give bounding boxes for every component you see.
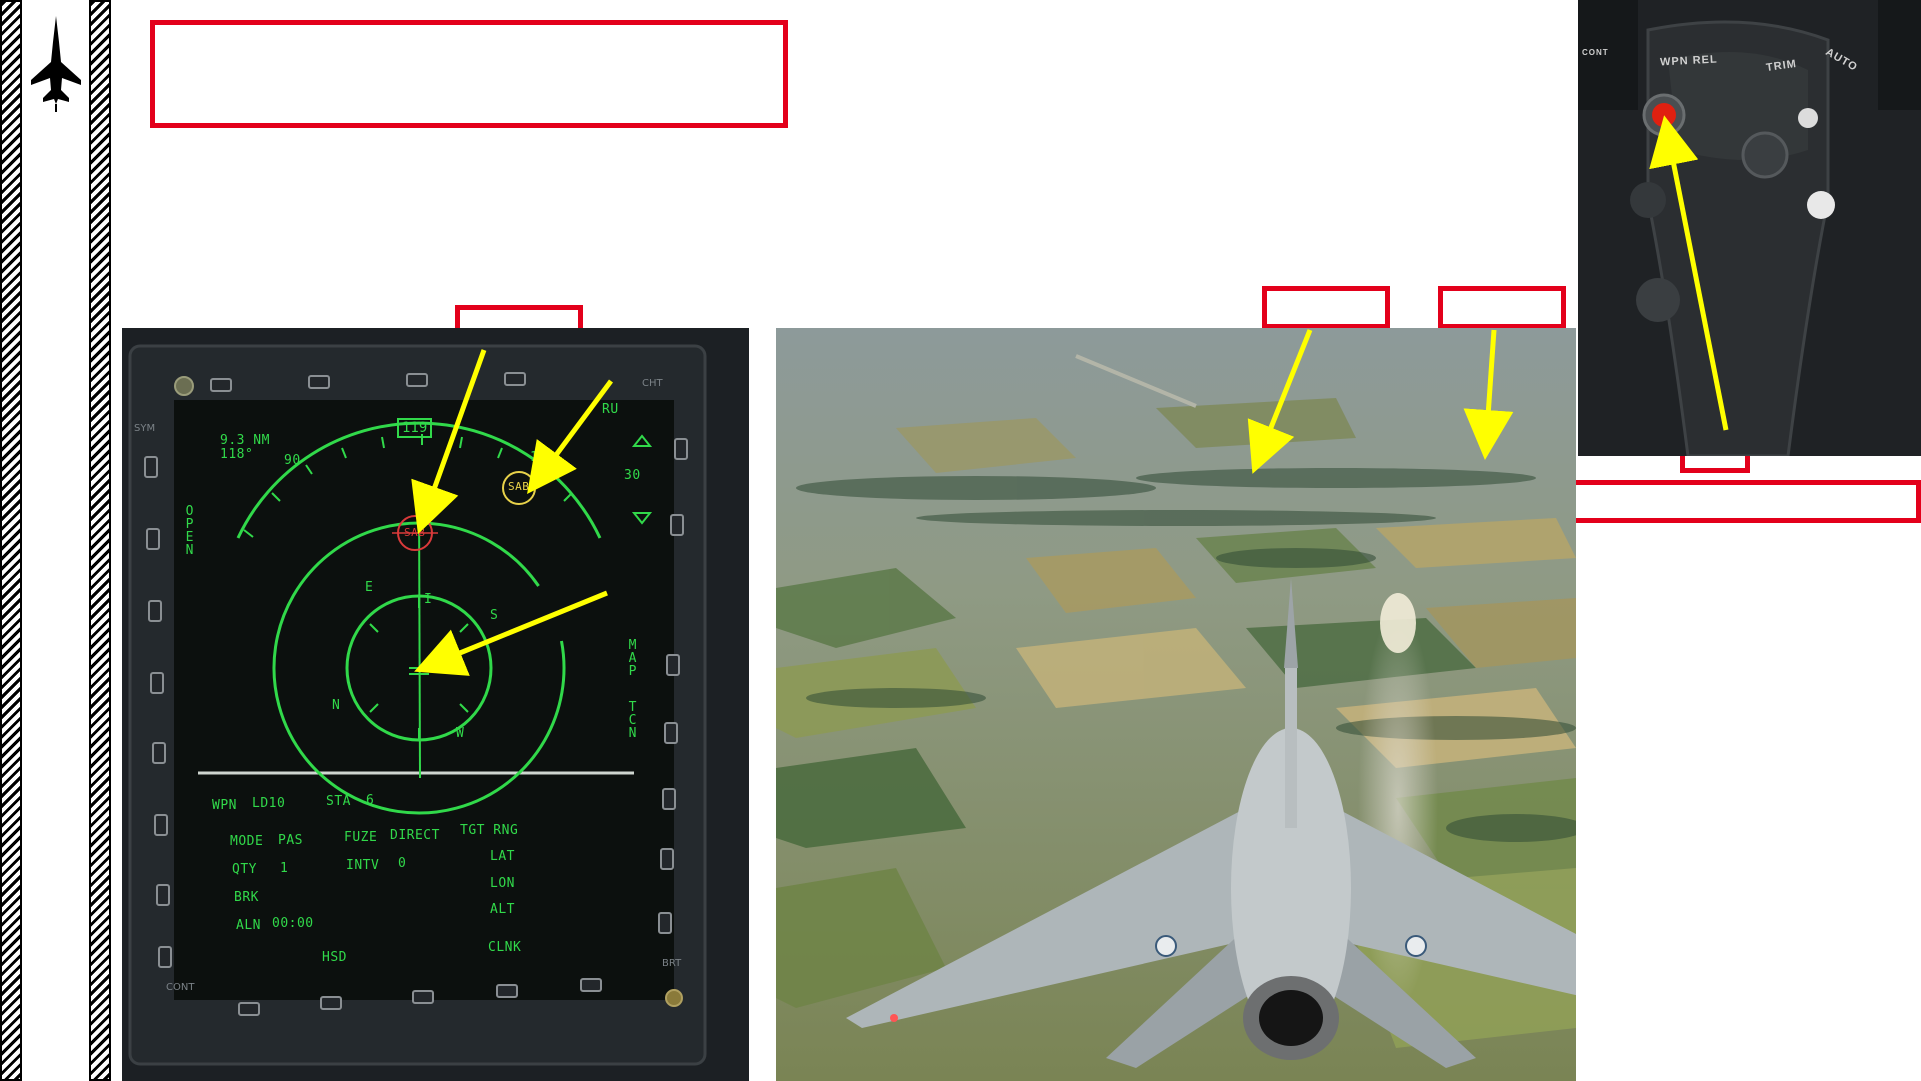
sta-label: STA bbox=[326, 794, 351, 809]
aln-value: 00:00 bbox=[272, 916, 314, 931]
osb-top-4[interactable] bbox=[504, 372, 526, 386]
hsd-label[interactable]: HSD bbox=[322, 950, 347, 965]
cardinal-e: E bbox=[365, 580, 374, 595]
sta-value: 6 bbox=[366, 793, 375, 808]
osb-left-2[interactable] bbox=[146, 528, 160, 550]
cardinal-s: S bbox=[490, 608, 499, 623]
aln-label: ALN bbox=[236, 918, 261, 933]
osb-right-4[interactable] bbox=[664, 722, 678, 744]
osb-top-2[interactable] bbox=[308, 375, 330, 389]
wpn-label: WPN bbox=[212, 798, 237, 813]
bezel-brt-label: BRT bbox=[662, 958, 682, 969]
mode-value: PAS bbox=[278, 833, 303, 848]
osb-right-2[interactable] bbox=[670, 514, 684, 536]
osb-left-3[interactable] bbox=[148, 600, 162, 622]
scale-value-label: 30 bbox=[624, 468, 641, 483]
ext-callout-right bbox=[1438, 286, 1566, 329]
osb-bottom-5[interactable] bbox=[580, 978, 602, 992]
intv-label: INTV bbox=[346, 858, 380, 873]
fuze-value: DIRECT bbox=[390, 828, 440, 843]
wpn-value: LD10 bbox=[252, 796, 286, 811]
bearing-readout: 118° bbox=[220, 447, 254, 462]
terrain-scene bbox=[776, 328, 1576, 1081]
title-callout-box bbox=[150, 20, 788, 128]
tgt-rng-label: TGT RNG bbox=[460, 823, 519, 838]
alt-label: ALT bbox=[490, 902, 515, 917]
clnk-label[interactable]: CLNK bbox=[488, 940, 522, 955]
range-scale-box[interactable]: 119 bbox=[397, 418, 433, 438]
lat-label: LAT bbox=[490, 849, 515, 864]
osb-left-4[interactable] bbox=[150, 672, 164, 694]
qty-label: QTY bbox=[232, 862, 257, 877]
ext-callout-left bbox=[1262, 286, 1390, 329]
threat-symbol-red: SAB bbox=[404, 526, 426, 539]
osb-left-1[interactable] bbox=[144, 456, 158, 478]
side-open-label[interactable]: OPEN bbox=[182, 504, 197, 556]
osb-right-7[interactable] bbox=[658, 912, 672, 934]
fuze-label: FUZE bbox=[344, 830, 378, 845]
osb-bottom-3[interactable] bbox=[412, 990, 434, 1004]
osb-right-6[interactable] bbox=[660, 848, 674, 870]
stick-callout-wide bbox=[1557, 480, 1921, 523]
lon-label: LON bbox=[490, 876, 515, 891]
cardinal-w: W bbox=[456, 726, 465, 741]
cardinal-n: N bbox=[332, 698, 341, 713]
compass-150-label: 15 bbox=[530, 450, 547, 465]
side-map-label[interactable]: MAP bbox=[625, 638, 640, 677]
bezel-cont-label: CONT bbox=[166, 982, 195, 993]
external-view-image bbox=[776, 328, 1576, 1081]
sidebar-hatch-right bbox=[89, 0, 111, 1081]
control-stick-inset: WPN REL TRIM AUTO CONT bbox=[1578, 0, 1921, 456]
osb-right-1[interactable] bbox=[674, 438, 688, 460]
compass-90-label: 90 bbox=[284, 453, 301, 468]
mfd-graphics bbox=[128, 344, 707, 1066]
osb-right-5[interactable] bbox=[662, 788, 676, 810]
osb-bottom-2[interactable] bbox=[320, 996, 342, 1010]
osb-left-7[interactable] bbox=[156, 884, 170, 906]
intv-value: 0 bbox=[398, 856, 407, 871]
osb-bottom-1[interactable] bbox=[238, 1002, 260, 1016]
mfd-display: SYM CONT BRT CHT 9.3 NM 118° 119 90 15 S… bbox=[122, 328, 749, 1081]
jet-logo-icon bbox=[31, 16, 81, 112]
qty-value: 1 bbox=[280, 861, 289, 876]
sidebar-hatch-left bbox=[0, 0, 22, 1081]
side-tcn-label[interactable]: TCN bbox=[625, 700, 640, 739]
osb-right-3[interactable] bbox=[666, 654, 680, 676]
cont-label: CONT bbox=[1582, 48, 1609, 57]
range-readout: 9.3 NM bbox=[220, 433, 270, 448]
aircraft-silhouette bbox=[846, 578, 1576, 1068]
stick-graphics bbox=[1578, 0, 1921, 456]
osb-top-3[interactable] bbox=[406, 373, 428, 387]
ring-i-label: I bbox=[424, 592, 433, 607]
threat-symbol-yellow: SAB bbox=[508, 480, 530, 493]
ru-label: RU bbox=[602, 402, 619, 417]
brk-label: BRK bbox=[234, 890, 259, 905]
osb-left-5[interactable] bbox=[152, 742, 166, 764]
osb-left-8[interactable] bbox=[158, 946, 172, 968]
bezel-chr-label: CHT bbox=[642, 378, 663, 389]
bezel-sym-label: SYM bbox=[134, 423, 156, 434]
osb-left-6[interactable] bbox=[154, 814, 168, 836]
osb-bottom-4[interactable] bbox=[496, 984, 518, 998]
mode-label: MODE bbox=[230, 834, 264, 849]
osb-top-1[interactable] bbox=[210, 378, 232, 392]
